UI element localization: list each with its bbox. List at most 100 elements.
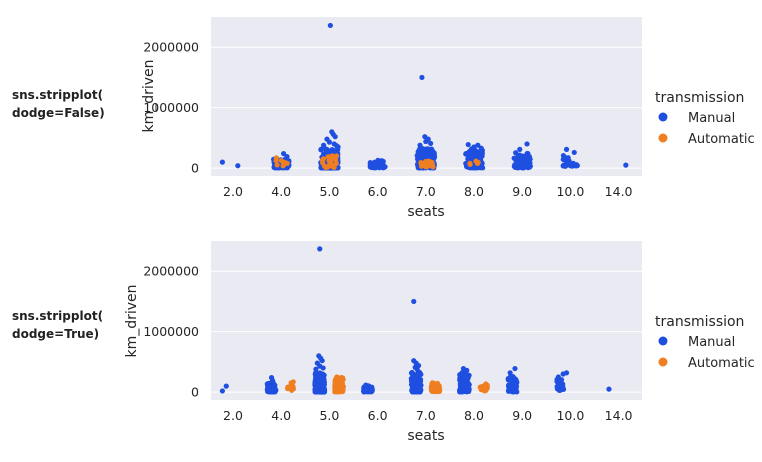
x-axis-label: seats [407, 428, 444, 444]
strip-point-manual [512, 365, 518, 372]
strip-point-manual [558, 380, 565, 386]
strip-point-automatic [333, 388, 340, 394]
legend-title: transmission [655, 90, 744, 106]
strip-point-automatic [326, 154, 332, 160]
strip-point-automatic [320, 156, 327, 162]
strip-point-manual [563, 146, 570, 152]
strip-point-manual [416, 147, 422, 153]
strip-point-automatic [323, 164, 329, 171]
legend: transmission Manual Automatic [655, 90, 755, 147]
strip-point-manual [265, 384, 271, 390]
strip-point-manual [223, 383, 229, 389]
strip-point-automatic [418, 163, 425, 169]
strip-point-manual [370, 161, 377, 167]
strip-point-manual [457, 386, 463, 393]
strip-point-manual [321, 382, 327, 388]
x-tick-label: 6.0 [368, 184, 388, 199]
strip-point-manual [464, 382, 470, 388]
strip-point-automatic [339, 388, 345, 395]
strip-point-manual [524, 141, 530, 147]
strip-point-automatic [331, 156, 337, 162]
x-tick-label: 10.0 [556, 184, 584, 199]
y-tick-label: 1000000 [143, 100, 199, 115]
x-tick-label: 7.0 [416, 408, 436, 423]
strip-point-manual [368, 388, 374, 395]
y-axis-label: km_driven [124, 284, 140, 357]
strip-point-manual [219, 388, 225, 394]
x-tick-label: 8.0 [464, 184, 484, 199]
strip-point-manual [507, 370, 513, 376]
legend-label-automatic: Automatic [688, 356, 755, 371]
strip-point-automatic [290, 379, 296, 385]
strip-point-manual [524, 163, 530, 169]
strip-point-manual [424, 154, 430, 160]
legend-marker-manual [658, 336, 668, 346]
panel-caption-line-1: sns.stripplot( [12, 309, 103, 323]
strip-point-manual [332, 134, 338, 140]
strip-point-manual [465, 141, 471, 148]
strip-point-manual [318, 146, 324, 152]
strip-point-manual [219, 159, 225, 165]
strip-point-manual [431, 151, 437, 157]
strip-point-automatic [428, 387, 435, 394]
stripplot-panel-dodge-false: sns.stripplot( dodge=False) 0 1000000 2000… [12, 17, 755, 220]
strip-point-manual [269, 387, 275, 394]
strip-point-manual [462, 375, 468, 381]
strip-point-manual [312, 387, 318, 394]
y-tick-labels: 0 1000000 2000000 [143, 264, 199, 400]
strip-point-manual [461, 388, 467, 394]
strip-point-manual [326, 139, 332, 145]
strip-point-manual [479, 150, 485, 156]
strip-point-automatic [482, 384, 488, 390]
x-tick-label: 2.0 [223, 184, 243, 199]
strip-point-automatic [273, 155, 279, 161]
x-tick-label: 10.0 [556, 408, 584, 423]
plot-area [211, 241, 642, 400]
strip-point-manual [281, 151, 287, 157]
x-tick-labels: 2.0 4.0 5.0 6.0 7.0 8.0 9.0 10.0 14.0 [223, 184, 633, 199]
strip-point-manual [269, 378, 276, 384]
strip-point-manual [419, 74, 425, 81]
x-tick-label: 2.0 [223, 408, 243, 423]
panel-caption-line-2: dodge=True) [12, 327, 99, 341]
strip-point-manual [329, 147, 335, 153]
panel-caption-line-1: sns.stripplot( [12, 88, 103, 102]
strip-point-automatic [278, 157, 284, 164]
legend-label-automatic: Automatic [688, 132, 755, 147]
strip-point-manual [271, 383, 277, 389]
strip-point-automatic [428, 384, 435, 390]
strip-point-manual [516, 160, 523, 167]
strip-points [219, 246, 612, 395]
strip-point-manual [428, 140, 434, 146]
strip-point-manual [475, 142, 481, 148]
legend-marker-manual [658, 112, 668, 122]
strip-point-manual [235, 163, 241, 169]
strip-point-manual [519, 155, 525, 161]
y-tick-label: 2000000 [143, 40, 199, 55]
strip-point-manual [414, 366, 420, 372]
strip-point-manual [412, 385, 418, 391]
strip-point-manual [321, 389, 327, 395]
x-tick-labels: 2.0 4.0 5.0 6.0 7.0 8.0 9.0 10.0 14.0 [223, 408, 633, 423]
strip-point-manual [623, 162, 629, 168]
y-tick-label: 0 [191, 161, 199, 176]
strip-point-manual [361, 388, 368, 394]
strip-point-manual [317, 246, 323, 252]
x-tick-label: 9.0 [512, 184, 532, 199]
strip-point-automatic [287, 386, 293, 392]
strip-point-manual [378, 159, 384, 165]
strip-point-manual [556, 387, 562, 393]
strip-point-manual [512, 163, 519, 169]
x-tick-label: 4.0 [271, 184, 291, 199]
x-tick-label: 9.0 [512, 408, 532, 423]
strip-point-automatic [333, 380, 339, 386]
x-tick-label: 4.0 [271, 408, 291, 423]
stripplot-panel-dodge-true: sns.stripplot( dodge=True) 0 1000000 20000… [12, 241, 755, 444]
strip-point-manual [510, 388, 516, 394]
strip-point-automatic [333, 160, 339, 166]
strip-point-manual [606, 386, 612, 392]
y-tick-label: 0 [191, 385, 199, 400]
strip-point-manual [265, 388, 271, 395]
strip-point-manual [506, 382, 512, 388]
